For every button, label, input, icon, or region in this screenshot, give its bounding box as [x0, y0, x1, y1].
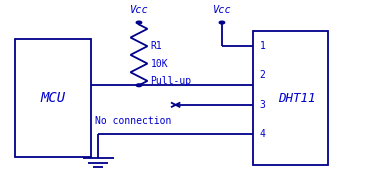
- Text: 1: 1: [260, 41, 266, 51]
- Text: 2: 2: [260, 70, 266, 81]
- Text: Pull-up: Pull-up: [151, 76, 192, 86]
- Text: DHT11: DHT11: [278, 92, 315, 104]
- Text: MCU: MCU: [41, 91, 66, 105]
- Text: Vcc: Vcc: [130, 5, 148, 15]
- Text: R1: R1: [151, 41, 162, 51]
- Text: 4: 4: [260, 129, 266, 139]
- Bar: [15, 39, 91, 157]
- Circle shape: [136, 21, 142, 24]
- Text: 3: 3: [260, 100, 266, 110]
- Text: Vcc: Vcc: [213, 5, 231, 15]
- Circle shape: [136, 84, 142, 87]
- Circle shape: [219, 21, 225, 24]
- Text: No connection: No connection: [95, 116, 172, 126]
- Text: 10K: 10K: [151, 59, 168, 69]
- Bar: [253, 31, 328, 165]
